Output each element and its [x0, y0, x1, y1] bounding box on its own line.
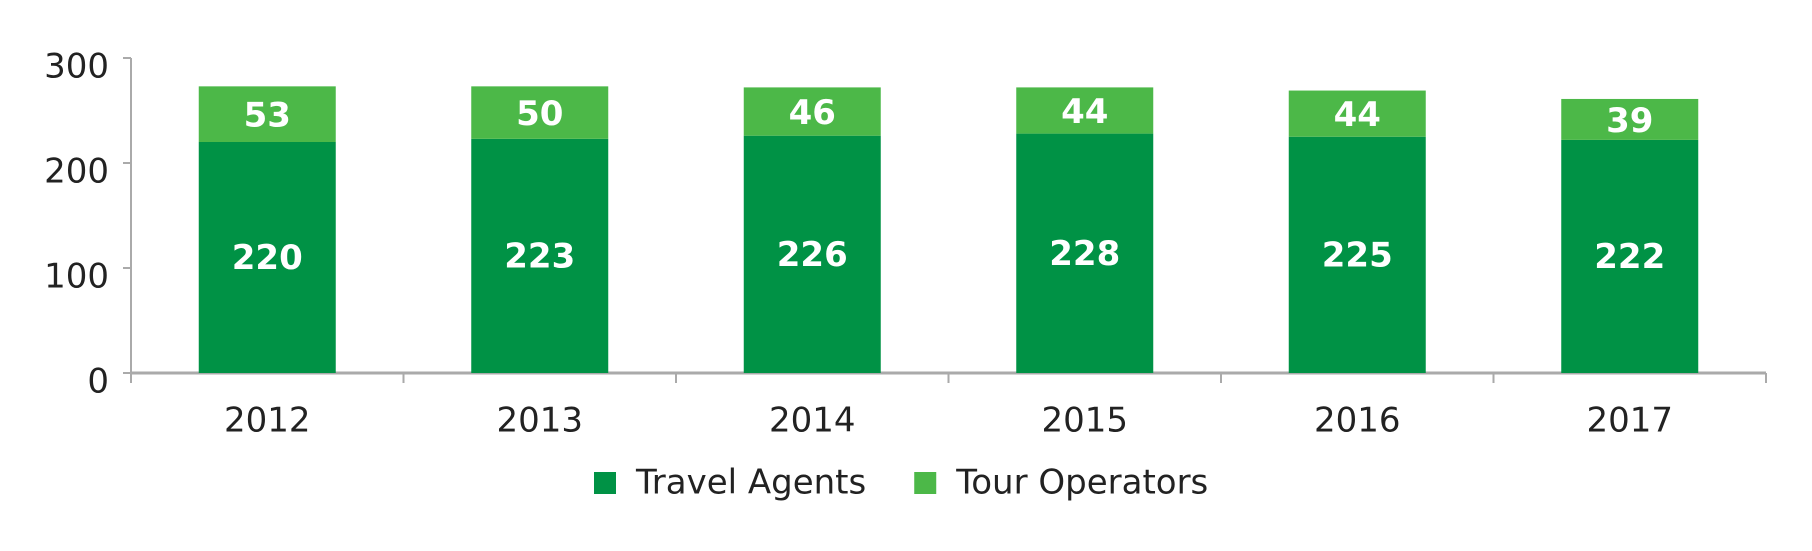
legend-swatch	[914, 472, 937, 494]
legend: Travel Agents Tour Operators	[594, 463, 1208, 503]
legend-swatch	[594, 472, 616, 494]
data-label: 220	[232, 238, 303, 278]
data-label: 39	[1606, 101, 1653, 141]
x-tick-label: 2013	[496, 401, 583, 441]
bar-segment	[743, 87, 881, 136]
x-tick-label: 2017	[1586, 401, 1673, 441]
bar-segment	[1016, 87, 1154, 134]
data-label: 50	[516, 94, 563, 134]
bar-segment	[1016, 133, 1154, 373]
data-label: 44	[1061, 92, 1108, 132]
y-tick-label: 200	[44, 152, 109, 192]
y-tick-label: 300	[44, 47, 109, 87]
bar-segment	[198, 142, 336, 373]
data-label: 46	[789, 93, 836, 133]
data-label: 222	[1594, 237, 1665, 277]
data-label: 223	[504, 236, 575, 276]
bar-segment	[471, 138, 609, 373]
y-tick-label: 0	[87, 362, 109, 402]
data-label: 226	[777, 235, 848, 275]
data-label: 53	[244, 96, 291, 136]
data-label: 225	[1322, 235, 1393, 275]
legend-label: Travel Agents	[635, 463, 866, 503]
bar-segment	[1561, 139, 1699, 373]
bar-segment	[743, 135, 881, 373]
legend-label: Tour Operators	[955, 463, 1208, 503]
bar-segment	[1288, 136, 1426, 373]
bar-segment	[1288, 90, 1426, 137]
data-label: 44	[1334, 95, 1381, 135]
x-tick-label: 2015	[1041, 401, 1128, 441]
y-tick-label: 100	[44, 257, 109, 297]
bar-segment	[471, 86, 609, 139]
x-tick-label: 2014	[769, 401, 856, 441]
bar-segment	[198, 86, 336, 142]
data-label: 228	[1049, 234, 1120, 274]
bar-segment	[1561, 98, 1699, 140]
x-tick-label: 2012	[224, 401, 311, 441]
x-tick-label: 2016	[1314, 401, 1401, 441]
